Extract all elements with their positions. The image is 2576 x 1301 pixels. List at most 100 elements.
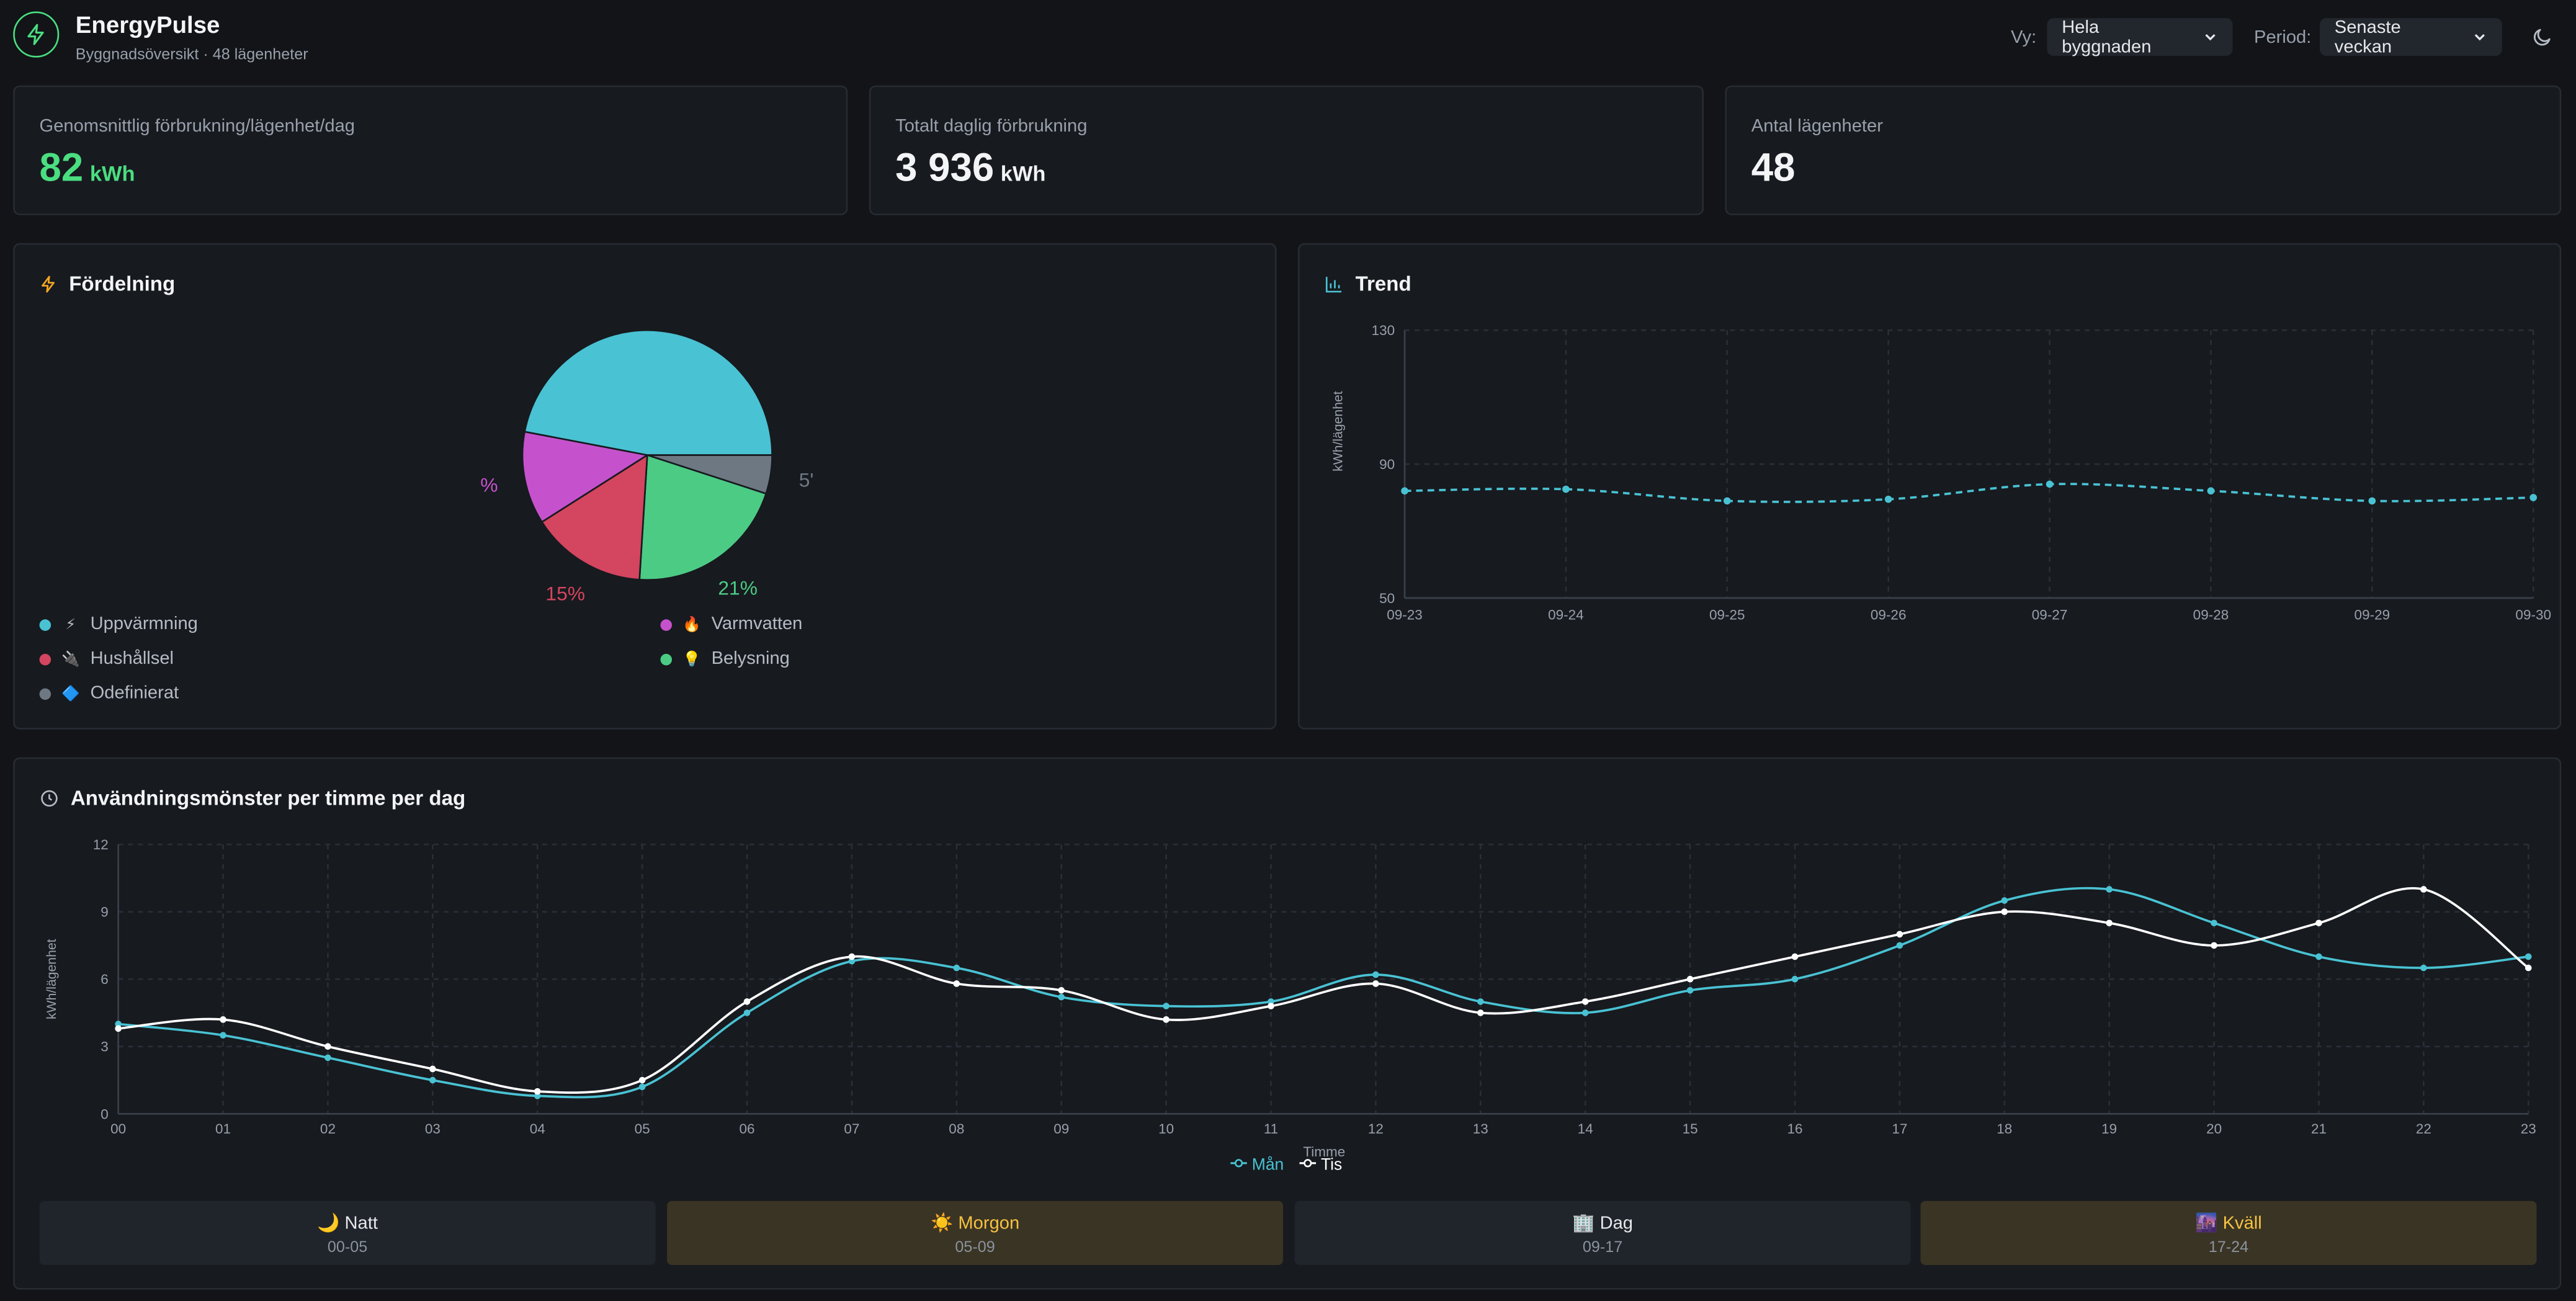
pie-slice-varmvatten (521, 431, 650, 524)
clock-icon (41, 790, 58, 807)
legend-label: Mån (1252, 1155, 1284, 1173)
period-card-dag[interactable]: 🏢 Dag 09-17 (1294, 1200, 1911, 1265)
legend-item-tis: Tis (1299, 1155, 1342, 1173)
x-tick-label: 13 (1473, 1121, 1488, 1137)
series-point (429, 1065, 436, 1073)
y-tick-label: 130 (1372, 323, 1395, 338)
bolt-icon (42, 275, 55, 293)
fire-icon: 🔥 (682, 615, 701, 632)
period-range: 00-05 (327, 1238, 368, 1257)
kpi-value: 82 kWh (40, 146, 135, 192)
series-point (1477, 998, 1484, 1005)
period-range: 05-09 (955, 1238, 995, 1257)
period-name-text: Dag (1599, 1214, 1634, 1234)
legend-item-hushallsel: 🔌 Hushållsel (39, 648, 174, 669)
usage-title: Användningsmönster per timme per dag (40, 787, 466, 810)
period-name-text: Morgon (958, 1214, 1020, 1234)
series-point (848, 953, 856, 960)
period-card-morgon[interactable]: ☀️ Morgon 05-09 (667, 1200, 1284, 1265)
bolt-icon (27, 24, 44, 45)
series-point (1791, 953, 1799, 960)
series-point (638, 1076, 646, 1084)
period-name: 🏢 Dag (1295, 1212, 1911, 1234)
distribution-title-text: Fördelning (69, 272, 176, 296)
x-tick-label: 01 (215, 1121, 231, 1137)
diamond-icon: 🔷 (61, 684, 80, 701)
x-tick-label: 21 (2311, 1121, 2327, 1137)
legend-dot (39, 653, 51, 665)
legend-label: Varmvatten (711, 614, 803, 635)
legend-item-odefinierat: 🔷 Odefinierat (39, 684, 179, 703)
legend-marker (1234, 1159, 1243, 1168)
series-point (2525, 964, 2532, 972)
trend-point (1562, 485, 1570, 493)
period-select[interactable]: Senaste veckan (2319, 17, 2502, 56)
series-point (1058, 987, 1065, 994)
series-point (1896, 931, 1903, 938)
period-name: 🌆 Kväll (1921, 1212, 2537, 1234)
x-tick-label: 09 (1053, 1121, 1069, 1137)
series-point (2106, 886, 2113, 893)
pie-slice-hushållsel (540, 453, 648, 581)
y-tick-label: 12 (93, 837, 109, 852)
series-point (953, 980, 960, 987)
legend-dot (39, 618, 51, 630)
x-tick-label: 19 (2101, 1121, 2117, 1137)
pie-label: % (480, 474, 498, 496)
trend-title-text: Trend (1355, 272, 1411, 296)
period-name: 🌙 Natt (40, 1212, 656, 1234)
hourly-usage-chart: 00 01 02 03 04 05 06 07 08 09 10 11 12 13 14 15 16 17 18 19… (45, 837, 2536, 1173)
distribution-title: Fördelning (40, 272, 176, 296)
y-tick-label: 50 (1379, 591, 1395, 606)
series-line-mån (118, 887, 2529, 1099)
y-axis-title: kWh/lägenhet (45, 939, 59, 1019)
kpi-value: 48 (1751, 146, 1796, 192)
kpi-label: Genomsnittlig förbrukning/lägenhet/dag (39, 117, 356, 136)
series-point (1058, 993, 1065, 1001)
x-tick-label: 15 (1683, 1121, 1698, 1137)
legend-label: Hushållsel (90, 648, 174, 669)
view-label: Vy: (2011, 28, 2037, 48)
theme-toggle-button[interactable] (2532, 26, 2553, 56)
trend-point (1884, 495, 1892, 503)
period-card-natt[interactable]: 🌙 Natt 00-05 (39, 1200, 656, 1265)
view-select[interactable]: Hela byggnaden (2047, 17, 2233, 56)
series-point (2315, 953, 2322, 960)
kpi-card-apartments: Antal lägenheter 48 (1725, 85, 2562, 215)
x-tick-label: 11 (1264, 1121, 1278, 1137)
bolt-icon: ⚡ (65, 615, 76, 632)
trend-point (2368, 497, 2376, 505)
x-tick-label: 09-24 (1548, 607, 1584, 622)
series-point (429, 1076, 436, 1084)
trend-point (2529, 494, 2538, 501)
series-point (2106, 919, 2113, 927)
kpi-value: 3 936 kWh (895, 146, 1045, 192)
chevron-down-icon (2475, 34, 2485, 41)
period-card-kvall[interactable]: 🌆 Kväll 17-24 (1920, 1200, 2537, 1265)
series-point (1163, 1016, 1169, 1023)
x-tick-label: 12 (1368, 1121, 1384, 1137)
y-tick-label: 0 (101, 1106, 109, 1122)
x-tick-label: 14 (1578, 1121, 1593, 1137)
series-point (534, 1093, 541, 1099)
trend-title: Trend (1324, 273, 1411, 296)
legend-label: Belysning (711, 648, 790, 669)
plug-icon: 🔌 (61, 650, 80, 666)
legend-item-varmvatten: 🔥 Varmvatten (660, 614, 802, 634)
y-tick-label: 6 (101, 972, 109, 987)
series-point (1372, 971, 1379, 978)
x-tick-label: 09-23 (1387, 607, 1423, 622)
x-tick-label: 09-26 (1871, 607, 1907, 622)
kpi-number: 82 (39, 146, 84, 191)
x-tick-label: 22 (2416, 1121, 2431, 1137)
building-icon: 🏢 (1572, 1214, 1595, 1234)
moon-icon (2533, 29, 2551, 46)
legend-label: Tis (1321, 1155, 1342, 1173)
pie-label: 5' (799, 469, 814, 491)
series-point (1686, 987, 1694, 994)
y-tick-label: 9 (101, 905, 109, 920)
legend-marker (1304, 1159, 1312, 1168)
trend-line-chart: 09-23 09-24 09-25 09-26 09-27 09-28 09-29 09-30… (1331, 323, 2551, 622)
legend-dot (39, 687, 51, 699)
x-tick-label: 17 (1892, 1121, 1907, 1137)
